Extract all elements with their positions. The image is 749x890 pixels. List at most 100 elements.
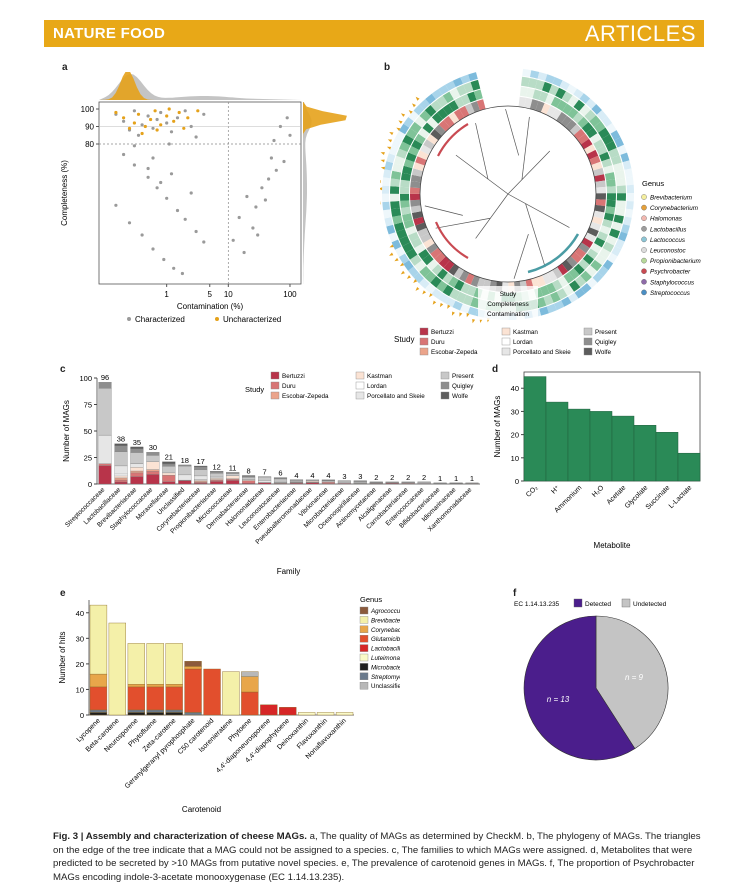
genus-legend-marker xyxy=(641,278,647,285)
ring-study-segment xyxy=(546,105,557,118)
bar-segment xyxy=(162,474,176,482)
bar-segment xyxy=(210,480,224,482)
bar-segment xyxy=(241,691,259,716)
bar-segment xyxy=(242,476,256,478)
ring-study-segment xyxy=(578,242,590,254)
bar-segment xyxy=(165,684,183,688)
ring-completeness-segment xyxy=(399,186,410,194)
uncharacterized-point xyxy=(127,126,132,130)
ring-outer-segment xyxy=(611,246,622,257)
journal-name: NATURE FOOD xyxy=(53,25,166,42)
tree-branch xyxy=(455,154,509,195)
bar-segment xyxy=(194,465,208,468)
ring-outer-segment xyxy=(391,239,402,250)
ring-contamination-segment xyxy=(613,162,624,172)
ring-study-segment xyxy=(417,150,430,161)
novel-species-triangle xyxy=(415,96,420,101)
legend-label: Glutamicibacter xyxy=(371,636,400,643)
ring-outer-segment xyxy=(614,137,624,148)
bar-value-label: 38 xyxy=(117,435,125,444)
characterized-point xyxy=(146,175,150,179)
bar-segment xyxy=(165,709,183,713)
bar-segment xyxy=(184,666,202,670)
ring-contamination-segment xyxy=(590,259,602,272)
novel-species-triangle xyxy=(415,286,420,291)
characterized-point xyxy=(180,271,184,276)
study-legend-label: Duru xyxy=(431,339,445,346)
ring-study-segment xyxy=(535,100,545,113)
ring-outer-segment xyxy=(467,306,478,316)
characterized-point xyxy=(146,166,150,171)
ring-completeness-segment xyxy=(568,268,580,280)
bar-segment xyxy=(241,676,259,693)
ring-contamination-segment xyxy=(419,110,432,122)
ring-contamination-segment xyxy=(449,288,460,300)
ring-contamination-segment xyxy=(599,248,611,259)
ring-outer-segment xyxy=(626,201,634,210)
characterized-point xyxy=(254,205,258,209)
ring-contamination-segment xyxy=(470,297,480,308)
ring-study-segment xyxy=(595,180,606,188)
ring-study-segment xyxy=(434,252,446,264)
bar-segment xyxy=(162,481,176,485)
x-tick-label: 10 xyxy=(224,290,233,299)
bar-segment xyxy=(203,668,221,716)
legend-label: Lordan xyxy=(367,383,387,390)
legend-swatch xyxy=(573,598,583,608)
ring-study-segment xyxy=(586,149,599,160)
ring-contamination-segment xyxy=(605,140,617,152)
legend-label: Luteimonas xyxy=(371,655,400,662)
study-legend-label: Bertuzzi xyxy=(431,329,454,336)
ring-contamination-segment xyxy=(390,201,400,210)
ring-contamination-segment xyxy=(406,128,418,140)
legend-label: Detected xyxy=(585,601,611,608)
bar-segment xyxy=(184,668,202,713)
characterized-point xyxy=(263,198,267,202)
ring-outer-segment xyxy=(425,93,436,105)
bar-value-label: 21 xyxy=(165,453,173,462)
ring-study-segment xyxy=(580,138,593,150)
legend-swatch xyxy=(440,381,450,390)
legend-label: Agrococcus xyxy=(370,608,400,615)
bar-segment xyxy=(184,712,202,716)
y-axis-label: Number of MAGs xyxy=(62,400,71,462)
characterized-point xyxy=(132,109,136,113)
legend-swatch xyxy=(270,371,280,380)
novel-species-triangle xyxy=(389,131,394,136)
ring-study-segment xyxy=(591,161,603,171)
ring-outer-segment xyxy=(537,72,548,81)
bar-value-label: 11 xyxy=(229,463,237,472)
ring-contamination-segment xyxy=(555,87,566,100)
bar-segment xyxy=(273,480,288,483)
ring-contamination-segment xyxy=(543,294,554,306)
uncharacterized-point xyxy=(186,116,190,120)
x-axis-label: Metabolite xyxy=(594,541,631,550)
tree-branch xyxy=(525,203,546,268)
top-density-uncharacterized xyxy=(99,72,301,100)
characterized-point xyxy=(132,144,136,148)
ring-completeness-segment xyxy=(403,159,415,169)
ring-completeness-segment xyxy=(586,127,598,139)
ring-completeness-segment xyxy=(572,112,584,124)
bar-segment xyxy=(226,480,240,485)
ring-outer-segment xyxy=(601,116,613,127)
ring-completeness-segment xyxy=(606,199,616,208)
journal-banner: NATURE FOOD ARTICLES xyxy=(44,20,704,47)
ring-completeness-segment xyxy=(418,249,430,260)
ring-completeness-segment xyxy=(431,264,443,276)
legend-swatch xyxy=(359,625,369,633)
y-tick-label: 25 xyxy=(84,454,92,463)
ring-contamination-segment xyxy=(608,148,620,159)
ring-study-segment xyxy=(420,144,432,155)
legend-label-characterized: Characterized xyxy=(135,315,185,324)
characterized-point xyxy=(162,257,166,262)
bar-segment xyxy=(210,471,224,473)
bar-value-label: 3 xyxy=(342,472,346,481)
tree-branch xyxy=(505,108,520,156)
bar-segment xyxy=(114,473,128,477)
ring-study-segment xyxy=(542,272,552,285)
ring-outer-segment xyxy=(395,246,405,257)
ring-contamination-segment xyxy=(580,270,592,283)
bar-segment xyxy=(162,466,176,474)
ring-outer-segment xyxy=(460,74,471,84)
